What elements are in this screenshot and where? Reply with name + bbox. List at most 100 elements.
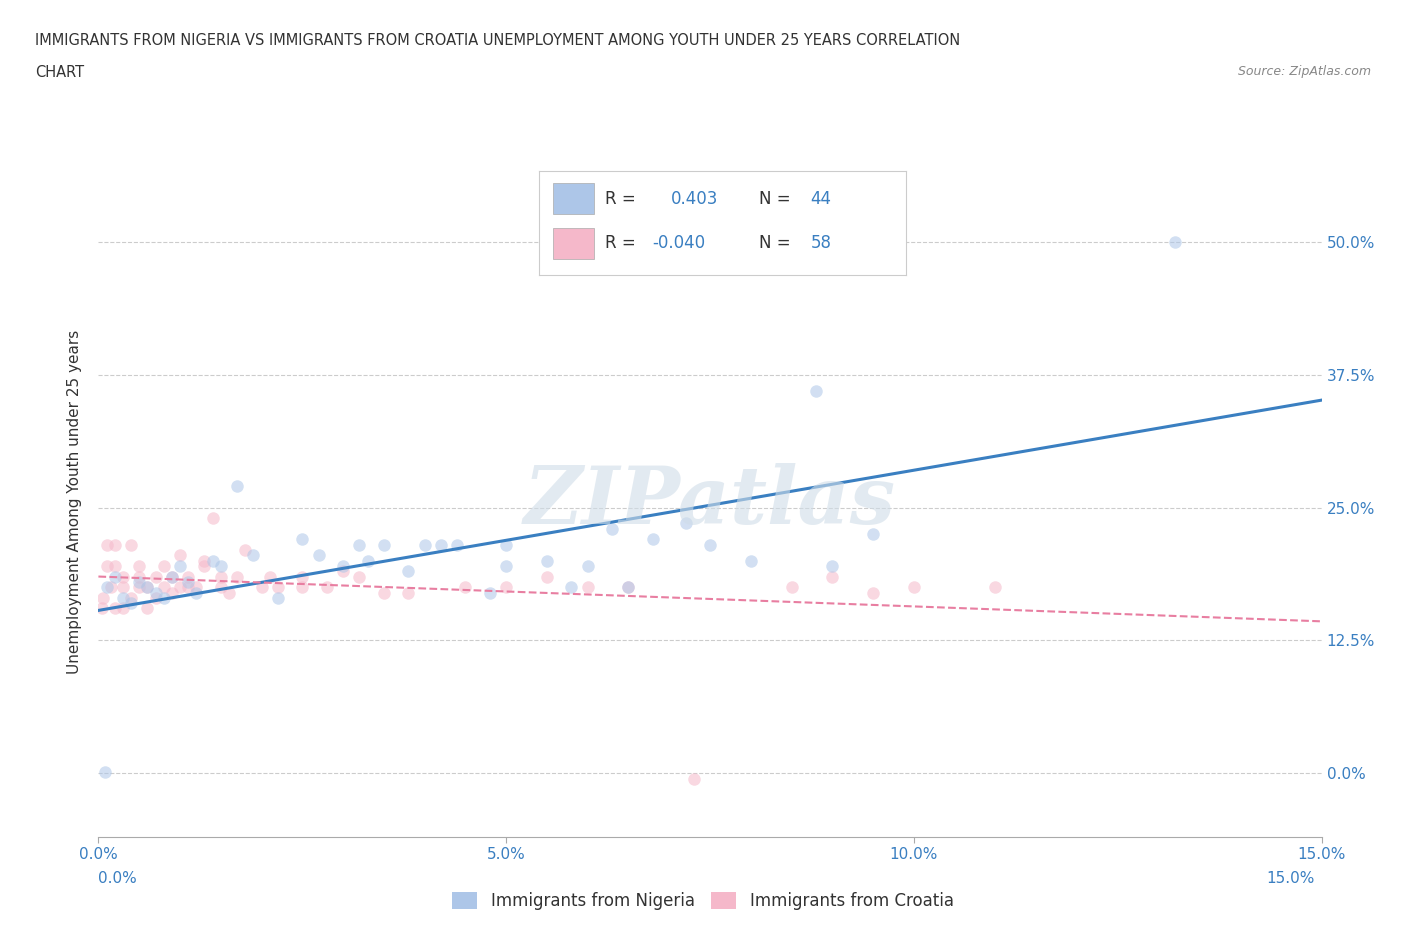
Point bbox=[169, 548, 191, 563]
Point bbox=[111, 591, 134, 605]
Point bbox=[226, 569, 249, 584]
Point bbox=[193, 553, 215, 568]
Point bbox=[821, 559, 844, 574]
Text: ZIPatlas: ZIPatlas bbox=[524, 463, 896, 541]
Point bbox=[862, 526, 884, 541]
Point bbox=[356, 553, 378, 568]
Point bbox=[332, 559, 354, 574]
Text: CHART: CHART bbox=[35, 65, 84, 80]
Point bbox=[160, 585, 183, 600]
Point bbox=[104, 601, 127, 616]
Point bbox=[349, 538, 371, 552]
Point bbox=[152, 559, 174, 574]
Point bbox=[152, 579, 174, 594]
Point bbox=[576, 579, 599, 594]
Point bbox=[600, 522, 623, 537]
Text: Source: ZipAtlas.com: Source: ZipAtlas.com bbox=[1237, 65, 1371, 78]
Point bbox=[454, 579, 477, 594]
Point bbox=[100, 579, 122, 594]
Point bbox=[267, 579, 290, 594]
Point bbox=[315, 579, 337, 594]
Point bbox=[193, 559, 215, 574]
Point bbox=[169, 559, 191, 574]
Point bbox=[120, 538, 142, 552]
Text: 15.0%: 15.0% bbox=[1267, 871, 1315, 886]
Point bbox=[96, 559, 118, 574]
Point bbox=[136, 579, 159, 594]
Point bbox=[373, 538, 395, 552]
Y-axis label: Unemployment Among Youth under 25 years: Unemployment Among Youth under 25 years bbox=[67, 330, 83, 674]
Point bbox=[242, 548, 264, 563]
Point bbox=[104, 559, 127, 574]
Text: 0.0%: 0.0% bbox=[98, 871, 138, 886]
Point bbox=[495, 579, 517, 594]
Point bbox=[226, 479, 249, 494]
Point bbox=[1164, 234, 1187, 249]
Point bbox=[267, 591, 290, 605]
Point bbox=[177, 575, 200, 590]
Point bbox=[349, 569, 371, 584]
Text: IMMIGRANTS FROM NIGERIA VS IMMIGRANTS FROM CROATIA UNEMPLOYMENT AMONG YOUTH UNDE: IMMIGRANTS FROM NIGERIA VS IMMIGRANTS FR… bbox=[35, 33, 960, 47]
Point bbox=[104, 569, 127, 584]
Point bbox=[91, 591, 114, 605]
Point bbox=[699, 538, 721, 552]
Point bbox=[160, 569, 183, 584]
Point bbox=[90, 601, 112, 616]
Point bbox=[186, 585, 208, 600]
Point bbox=[186, 579, 208, 594]
Point bbox=[495, 559, 517, 574]
Point bbox=[128, 579, 150, 594]
Point bbox=[94, 764, 117, 779]
Point bbox=[682, 771, 704, 786]
Point bbox=[169, 579, 191, 594]
Point bbox=[446, 538, 468, 552]
Point bbox=[160, 569, 183, 584]
Point bbox=[396, 564, 419, 578]
Point bbox=[308, 548, 330, 563]
Point bbox=[862, 585, 884, 600]
Point bbox=[136, 601, 159, 616]
Point bbox=[291, 569, 314, 584]
Point bbox=[177, 579, 200, 594]
Point bbox=[396, 585, 419, 600]
Point bbox=[111, 579, 134, 594]
Point bbox=[259, 569, 281, 584]
Point bbox=[373, 585, 395, 600]
Point bbox=[641, 532, 664, 547]
Point bbox=[111, 569, 134, 584]
Point bbox=[536, 553, 558, 568]
Point bbox=[145, 569, 167, 584]
Point bbox=[177, 569, 200, 584]
Point bbox=[780, 579, 803, 594]
Point bbox=[576, 559, 599, 574]
Point bbox=[740, 553, 762, 568]
Point bbox=[617, 579, 640, 594]
Point bbox=[495, 538, 517, 552]
Point bbox=[821, 569, 844, 584]
Point bbox=[152, 591, 174, 605]
Point bbox=[128, 569, 150, 584]
Point bbox=[536, 569, 558, 584]
Point bbox=[413, 538, 436, 552]
Point bbox=[201, 511, 224, 525]
Point bbox=[136, 579, 159, 594]
Point bbox=[291, 532, 314, 547]
Point bbox=[984, 579, 1007, 594]
Point bbox=[209, 559, 232, 574]
Point bbox=[560, 579, 582, 594]
Point bbox=[209, 579, 232, 594]
Point bbox=[675, 516, 697, 531]
Point bbox=[96, 579, 118, 594]
Point bbox=[291, 579, 314, 594]
Point bbox=[617, 579, 640, 594]
Point bbox=[209, 569, 232, 584]
Legend: Immigrants from Nigeria, Immigrants from Croatia: Immigrants from Nigeria, Immigrants from… bbox=[446, 885, 960, 917]
Point bbox=[903, 579, 925, 594]
Point bbox=[145, 591, 167, 605]
Point bbox=[128, 559, 150, 574]
Point bbox=[430, 538, 453, 552]
Point bbox=[201, 553, 224, 568]
Point bbox=[250, 579, 273, 594]
Point bbox=[478, 585, 501, 600]
Point bbox=[120, 591, 142, 605]
